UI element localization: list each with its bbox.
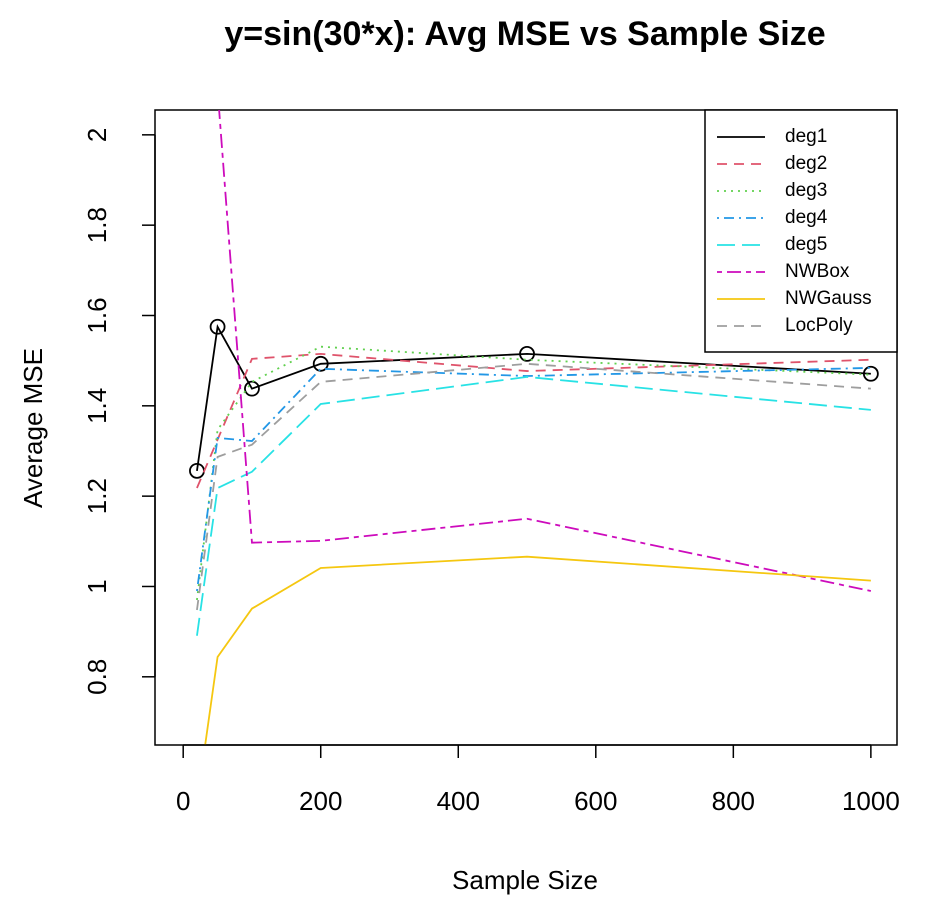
data-point [519,345,535,362]
legend-label: LocPoly [785,315,853,336]
legend-label: deg5 [785,234,827,255]
x-tick-label: 600 [574,786,617,816]
series-line [196,352,871,489]
y-tick-label: 1 [82,579,112,593]
x-tick-label: 200 [299,786,342,816]
x-tick-label: 800 [712,786,755,816]
y-tick-label: 1.4 [82,388,112,424]
x-tick-label: 0 [176,786,190,816]
series-line [196,362,871,611]
y-axis-title: Average MSE [18,348,48,508]
series-line [196,324,871,471]
legend-label: NWBox [785,261,850,282]
y-tick-label: 0.8 [82,659,112,695]
chart-title: y=sin(30*x): Avg MSE vs Sample Size [224,15,825,53]
x-tick-label: 400 [437,786,480,816]
x-tick-label: 1000 [842,786,900,816]
legend-label: deg1 [785,126,827,147]
y-tick-label: 1.2 [82,478,112,514]
data-point [244,380,260,397]
series-line [196,376,871,636]
series-line [196,345,871,601]
data-point [312,355,329,372]
y-tick-label: 2 [82,128,112,142]
x-axis-title: Sample Size [452,865,598,895]
series-line [204,555,871,745]
series-line [218,110,872,592]
y-tick-label: 1.6 [82,297,112,333]
data-point [862,365,879,382]
legend-label: deg4 [785,207,828,228]
plot-area [189,110,879,745]
legend-label: deg3 [785,180,827,201]
data-point [209,318,226,335]
y-tick-label: 1.8 [82,207,112,243]
legend-label: NWGauss [785,288,872,309]
legend-box [704,109,898,353]
legend-label: deg2 [785,153,827,174]
